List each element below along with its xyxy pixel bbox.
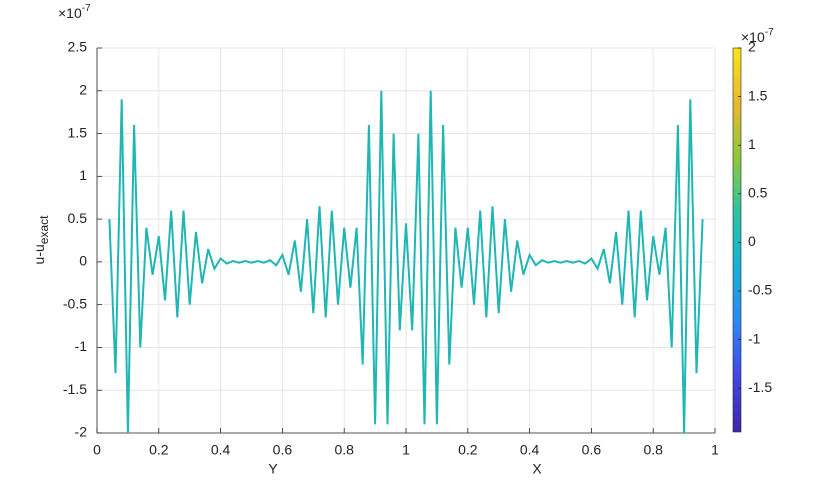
- y-tick-label: 1: [79, 167, 87, 183]
- colorbar-tick-label: 1.5: [748, 87, 768, 103]
- colorbar-exponent-base: ×10: [741, 29, 765, 45]
- colorbar-tick-label: 1: [748, 136, 756, 152]
- colorbar-tick-label: -0.5: [748, 282, 772, 298]
- y-tick-label: 0: [79, 253, 87, 269]
- y-tick-label: -1: [75, 338, 88, 354]
- colorbar-tick-label: 0.5: [748, 185, 768, 201]
- colorbar-tick-label: 0: [748, 233, 756, 249]
- x-tick-label: 1: [711, 442, 719, 458]
- y-label-subscript: exact: [37, 215, 51, 244]
- colorbar-tick-label: -1: [748, 330, 761, 346]
- x-tick-label: 0.8: [643, 442, 663, 458]
- x-tick-label: 1: [402, 442, 410, 458]
- x-tick-label: 0.2: [458, 442, 478, 458]
- y-tick-label: 0.5: [68, 210, 88, 226]
- y-exponent: ×10-7: [58, 3, 91, 21]
- x-tick-label: 0: [93, 442, 101, 458]
- x-tick-label: 0.6: [582, 442, 602, 458]
- y-tick-label: -2: [75, 424, 88, 440]
- x-label: Y: [268, 461, 278, 477]
- x-tick-label: 0.8: [334, 442, 354, 458]
- y-exponent-base: ×10: [58, 5, 82, 21]
- x-tick-label: 0.4: [520, 442, 540, 458]
- colorbar-tick-label: 2: [748, 39, 756, 55]
- x-label: X: [532, 461, 542, 477]
- colorbar-exponent: ×10-7: [741, 27, 774, 45]
- x-tick-label: 0.4: [211, 442, 231, 458]
- y-tick-label: -1.5: [63, 381, 87, 397]
- y-label-text: u-u: [31, 244, 47, 264]
- x-tick-label: 0.2: [149, 442, 169, 458]
- colorbar-tick-label: -1.5: [748, 379, 772, 395]
- data-line: [108, 90, 704, 434]
- y-tick-label: 1.5: [68, 124, 88, 140]
- x-tick-label: 0.6: [273, 442, 293, 458]
- y-tick-label: -0.5: [63, 295, 87, 311]
- y-exponent-power: -7: [82, 3, 91, 14]
- colorbar-exponent-power: -7: [765, 27, 774, 38]
- y-label: u-uexact: [31, 215, 51, 265]
- y-tick-label: 2.5: [68, 39, 88, 55]
- colorbar: [732, 47, 742, 433]
- y-tick-label: 2: [79, 81, 87, 97]
